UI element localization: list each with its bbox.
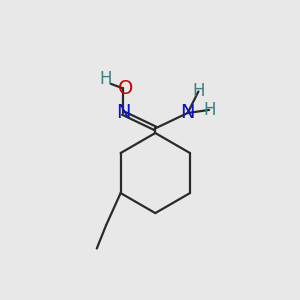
Text: H: H bbox=[203, 101, 215, 119]
Text: N: N bbox=[116, 103, 130, 122]
Text: N: N bbox=[180, 103, 195, 122]
Text: O: O bbox=[118, 79, 134, 98]
Text: H: H bbox=[100, 70, 112, 88]
Text: H: H bbox=[192, 82, 205, 100]
